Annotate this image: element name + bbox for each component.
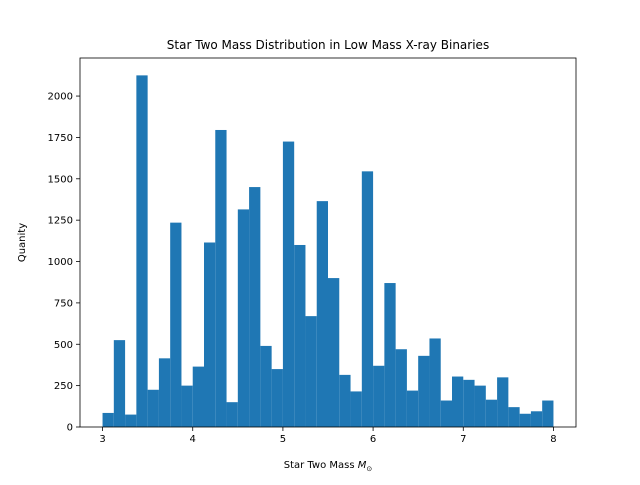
histogram-bar [361, 171, 374, 427]
histogram-bar [485, 399, 498, 427]
x-tick-label: 6 [370, 434, 376, 445]
histogram-bar [497, 377, 509, 427]
histogram-bar [373, 365, 385, 427]
histogram-bar [249, 187, 261, 427]
x-tick-label: 3 [99, 434, 105, 445]
x-axis-label-subscript: ⊙ [366, 465, 372, 473]
y-tick-label: 1500 [48, 174, 73, 185]
chart-title: Star Two Mass Distribution in Low Mass X… [167, 38, 489, 52]
histogram-bar [237, 209, 250, 427]
histogram-bar [102, 412, 114, 427]
histogram-bar [294, 244, 306, 427]
histogram-bar [452, 376, 464, 427]
y-tick-label: 1750 [48, 133, 73, 144]
x-axis-label: Star Two Mass M⊙ [284, 460, 373, 473]
histogram-bar [113, 340, 126, 427]
histogram-bar [519, 413, 531, 427]
plot-frame [79, 57, 577, 428]
y-tick-label: 250 [54, 381, 73, 392]
histogram-bar [542, 400, 554, 427]
histogram-bar [260, 345, 272, 427]
histogram-bar [395, 349, 407, 427]
bars-group [102, 75, 554, 427]
histogram-bar [316, 201, 328, 427]
histogram-bar [282, 141, 295, 427]
histogram-bar [271, 369, 283, 427]
x-tick-label: 5 [280, 434, 286, 445]
histogram-bar [508, 407, 520, 427]
histogram-bar [384, 283, 396, 427]
x-axis-label-symbol: M [358, 460, 367, 471]
histogram-bar [305, 316, 317, 427]
histogram-bar [328, 278, 340, 427]
histogram-bar [192, 366, 204, 427]
y-axis-label: Quanity [17, 223, 28, 262]
histogram-bar [158, 358, 171, 427]
histogram-bar [429, 338, 441, 427]
histogram-bar [418, 355, 430, 427]
x-tick-label: 8 [550, 434, 556, 445]
x-tick-label: 7 [460, 434, 466, 445]
histogram-bar [440, 400, 452, 427]
histogram-bar [170, 222, 182, 427]
x-tick-label: 4 [190, 434, 196, 445]
histogram-bar [406, 390, 419, 427]
x-axis-label-text: Star Two Mass [284, 460, 358, 471]
histogram-bar [530, 411, 543, 427]
y-tick-label: 1000 [48, 257, 73, 268]
y-tick-label: 500 [54, 340, 73, 351]
histogram-bar [125, 414, 137, 427]
y-tick-label: 1250 [48, 216, 73, 227]
histogram-bar [136, 75, 148, 427]
histogram-bar [147, 389, 159, 427]
histogram-bar [181, 385, 193, 427]
y-tick-label: 750 [54, 298, 73, 309]
histogram-bar [350, 391, 362, 427]
histogram-bar [463, 379, 475, 427]
y-tick-label: 2000 [48, 92, 73, 103]
histogram-bar [204, 242, 216, 427]
histogram-bar [474, 385, 486, 427]
x-axis-ticks: 3 4 5 6 7 8 [99, 427, 557, 445]
y-tick-label: 0 [67, 423, 73, 434]
histogram-bar [226, 402, 238, 427]
y-axis-ticks: 0 250 500 750 1000 1250 1500 1750 2000 [48, 92, 80, 434]
histogram-bar [339, 374, 351, 427]
histogram-bar [215, 129, 227, 427]
